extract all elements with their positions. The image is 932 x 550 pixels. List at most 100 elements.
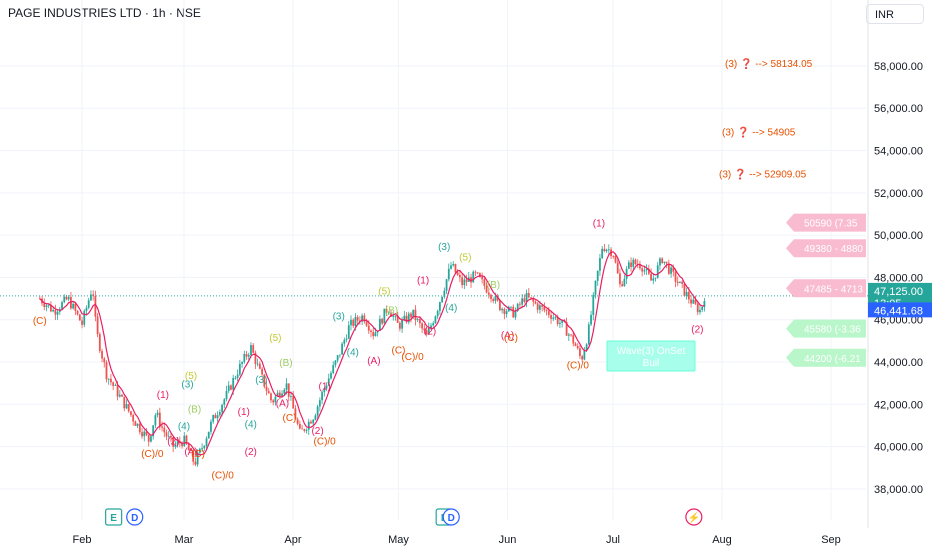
candle [252, 345, 255, 353]
candle [365, 321, 368, 326]
candle [374, 332, 377, 337]
candle [481, 277, 484, 280]
candle [287, 383, 290, 397]
wave-label: (5) [185, 371, 197, 382]
candle [679, 281, 681, 284]
candle [438, 302, 441, 312]
currency-selector[interactable]: INR [866, 4, 924, 24]
candle [676, 281, 679, 284]
candle [403, 315, 406, 321]
candle [154, 415, 157, 426]
candle [559, 322, 561, 325]
candle [78, 314, 81, 321]
candle [441, 296, 444, 303]
candle [325, 385, 328, 389]
candle [270, 393, 272, 401]
candle [681, 281, 684, 284]
candle [543, 306, 546, 311]
wave-label: (2) [167, 436, 179, 447]
candle [423, 328, 426, 331]
candle [274, 396, 277, 403]
candle [476, 272, 479, 274]
candle [696, 303, 699, 313]
candle [87, 300, 90, 308]
candle [687, 291, 690, 300]
candle [72, 303, 75, 309]
candle [261, 368, 263, 375]
info-box [606, 340, 696, 372]
candle [103, 358, 106, 363]
candle [52, 309, 55, 312]
candle [690, 299, 692, 304]
secondary-price-badge [868, 302, 932, 318]
y-tick-label: 48,000.00 [874, 272, 923, 284]
candle [452, 264, 455, 266]
y-tick-label: 46,000.00 [874, 315, 923, 327]
price-axis: 38,000.00 40,000.00 42,000.00 44,000.00 46,0… [867, 0, 923, 528]
candle [625, 268, 628, 279]
candle [250, 345, 252, 355]
candle [305, 429, 308, 431]
wave-label: (C) [392, 346, 406, 357]
candle [685, 291, 688, 296]
candle [214, 415, 217, 419]
y-tick-label: 58,000.00 [874, 61, 923, 73]
wave-label: (C) [33, 316, 47, 327]
candle [94, 295, 97, 317]
wave-label: (4) [245, 420, 257, 431]
ma-line [39, 251, 705, 456]
overlays: (3) ❓ --> 58134.05 (3) ❓ --> 54905 (3) ❓ -… [0, 57, 932, 526]
candle [181, 443, 183, 447]
candle [172, 437, 175, 447]
x-tick-label: Aug [712, 534, 732, 546]
wave-label: (A) [184, 447, 197, 458]
candle [303, 429, 306, 431]
candle [276, 392, 279, 397]
wave-label: (3) [255, 375, 267, 386]
candle [616, 262, 619, 274]
candle [143, 431, 146, 437]
event-marker-label: D [448, 513, 455, 524]
candle [98, 334, 101, 352]
candle [50, 304, 52, 312]
info-box-line1: Wave(3) OnSet [617, 346, 686, 357]
candle [163, 427, 166, 433]
candle [699, 309, 701, 313]
resistance-tag [786, 213, 866, 232]
candle [483, 279, 486, 286]
candle [83, 310, 86, 325]
candle [387, 312, 390, 314]
candle [583, 350, 586, 360]
support-tag [786, 319, 866, 338]
x-tick-label: Jun [499, 534, 517, 546]
candle [641, 268, 644, 272]
wave-label: (B) [385, 305, 398, 316]
candle [247, 354, 250, 357]
candle [525, 293, 528, 302]
candle [107, 378, 110, 380]
candle [225, 390, 228, 400]
candle [318, 400, 321, 407]
candle [196, 452, 199, 465]
candle [581, 356, 584, 360]
candle [110, 378, 112, 383]
candle [281, 393, 283, 397]
wave-label: (C) [504, 333, 518, 344]
candle [414, 309, 417, 321]
candle [90, 294, 92, 301]
candle [585, 344, 588, 351]
candle [232, 377, 235, 390]
candle [370, 330, 372, 332]
wave-label: (3) [333, 312, 345, 323]
candle [554, 317, 557, 319]
candle [198, 448, 201, 453]
candle [385, 308, 388, 313]
moving-average [39, 251, 705, 456]
candle [185, 435, 188, 444]
candle [398, 322, 401, 329]
candle [550, 315, 552, 319]
target-annotation: (3) ❓ --> 54905 [722, 125, 796, 138]
candle [683, 283, 686, 296]
candle [430, 325, 432, 328]
